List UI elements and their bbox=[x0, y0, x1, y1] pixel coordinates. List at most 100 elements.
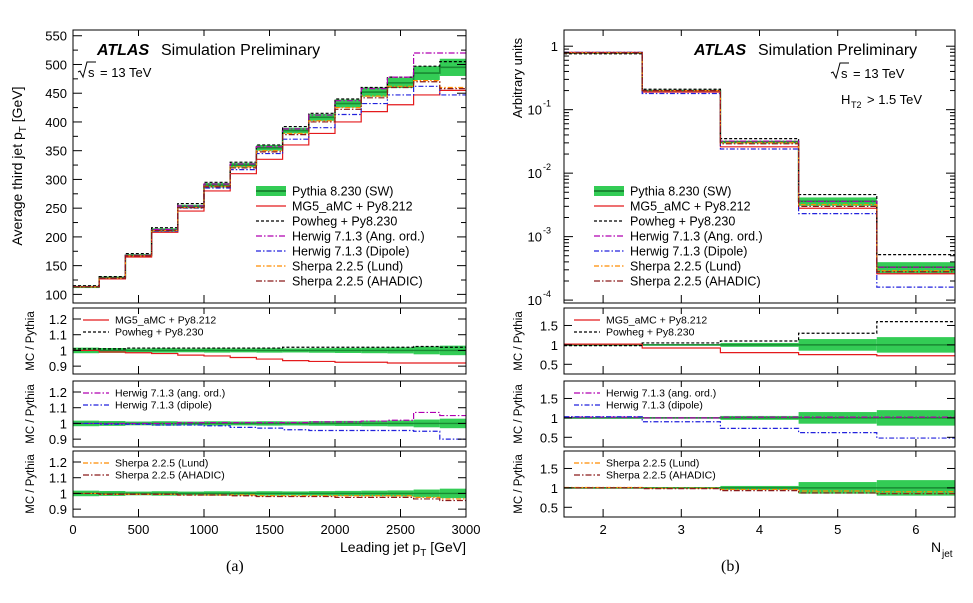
ratio-legend-herwig_ang-label: Herwig 7.1.3 (ang. ord.) bbox=[606, 388, 716, 400]
sqrt-symbol bbox=[77, 61, 96, 79]
ratio-y-axis-label: MC / Pythia bbox=[25, 454, 37, 514]
ratio-y-tick-label: 1.1 bbox=[49, 471, 67, 486]
ratio-y-axis-label: MC / Pythia bbox=[513, 384, 525, 444]
ratio-legend-mg5-label: MG5_aMC + Py8.212 bbox=[606, 315, 707, 327]
x-tick-label: 3000 bbox=[452, 522, 481, 537]
y-tick-exponent: -4 bbox=[543, 289, 551, 299]
y-tick-exponent: -1 bbox=[543, 99, 551, 109]
powheg-ratio-series bbox=[73, 345, 466, 350]
ratio-frame bbox=[563, 307, 956, 375]
mg5-ratio-series bbox=[73, 349, 466, 364]
ratio-legend-sherpa_ahadic-label: Sherpa 2.2.5 (AHADIC) bbox=[115, 470, 225, 482]
sherpa_ahadic-ratio-series bbox=[564, 487, 955, 495]
herwig_dip-ratio-series bbox=[564, 416, 955, 439]
y-tick-label: 300 bbox=[45, 172, 67, 187]
y-tick-label: 10 bbox=[528, 103, 542, 118]
plot-title: Simulation Preliminary bbox=[161, 42, 320, 59]
ratio-y-tick-label: 1 bbox=[551, 338, 558, 353]
ratio-frame bbox=[563, 450, 956, 518]
ratio-y-tick-label: 1.2 bbox=[49, 312, 67, 327]
legend-sherpa_ahadic-label: Sherpa 2.2.5 (AHADIC) bbox=[292, 274, 423, 288]
legend-herwig_ang-label: Herwig 7.1.3 (Ang. ord.) bbox=[630, 229, 763, 243]
legend-mg5-label: MG5_aMC + Py8.212 bbox=[630, 199, 751, 213]
mg5-series bbox=[73, 89, 466, 288]
ratio-y-tick-label: 1.5 bbox=[540, 318, 558, 333]
legend-powheg-label: Powheg + Py8.230 bbox=[292, 214, 397, 228]
y-tick-label: 250 bbox=[45, 201, 67, 216]
sqrt-symbol bbox=[830, 62, 849, 80]
ratio-legend-sherpa_ahadic-label: Sherpa 2.2.5 (AHADIC) bbox=[606, 470, 716, 482]
y-tick-label: 10 bbox=[528, 230, 542, 245]
y-tick-exponent: -3 bbox=[543, 226, 551, 236]
ratio-y-tick-label: 1.5 bbox=[540, 391, 558, 406]
powheg-series bbox=[73, 61, 466, 287]
x-axis-label-b-sub: jet bbox=[941, 549, 953, 560]
x-tick-label: 3 bbox=[678, 522, 685, 537]
x-tick-label: 2500 bbox=[386, 522, 415, 537]
energy-label: = 13 TeV bbox=[853, 66, 905, 81]
x-tick-label: 2 bbox=[599, 522, 606, 537]
ratio-legend-mg5-label: MG5_aMC + Py8.212 bbox=[115, 315, 216, 327]
atlas-label: ATLAS bbox=[693, 42, 746, 59]
powheg-ratio-series bbox=[564, 320, 955, 347]
x-tick-label: 0 bbox=[69, 522, 76, 537]
y-tick-label: 350 bbox=[45, 144, 67, 159]
herwig_dip-series bbox=[564, 51, 955, 288]
ratio-y-axis-label: MC / Pythia bbox=[25, 384, 37, 444]
herwig_dip-ratio-series bbox=[73, 422, 466, 440]
y-tick-label: 10 bbox=[528, 166, 542, 181]
ratio-frame bbox=[72, 380, 467, 448]
ratio-legend-sherpa_lund-label: Sherpa 2.2.5 (Lund) bbox=[115, 458, 208, 470]
x-axis-label-b: N bbox=[931, 539, 941, 555]
x-tick-label: 5 bbox=[834, 522, 841, 537]
ratio-y-tick-label: 1.1 bbox=[49, 328, 67, 343]
y-tick-label: 150 bbox=[45, 259, 67, 274]
herwig_ang-ratio-series bbox=[73, 411, 466, 425]
ratio-legend-powheg-label: Powheg + Py8.230 bbox=[115, 327, 204, 339]
ratio-legend-powheg-label: Powheg + Py8.230 bbox=[606, 327, 695, 339]
x-axis-label-a: Leading jet pT [GeV] bbox=[340, 539, 466, 559]
y-axis-label-b: Arbitrary units bbox=[510, 37, 525, 118]
subfigure-label-a: (a) bbox=[226, 558, 244, 575]
powheg-series bbox=[564, 53, 955, 256]
y-tick-label: 10 bbox=[528, 293, 542, 308]
ratio-frame bbox=[563, 380, 956, 448]
mg5-ratio-series bbox=[564, 343, 955, 357]
ratio-y-tick-label: 1.2 bbox=[49, 385, 67, 400]
sherpa_ahadic-ratio-series bbox=[73, 492, 466, 502]
subfigure-label-b: (b) bbox=[721, 558, 740, 575]
y-tick-label: 100 bbox=[45, 287, 67, 302]
y-tick-label: 1 bbox=[551, 39, 558, 54]
ratio-y-tick-label: 0.5 bbox=[540, 430, 558, 445]
ratio-y-tick-label: 0.9 bbox=[49, 359, 67, 374]
ratio-legend-sherpa_lund-label: Sherpa 2.2.5 (Lund) bbox=[606, 458, 699, 470]
x-tick-label: 6 bbox=[912, 522, 919, 537]
legend-pythia-label: Pythia 8.230 (SW) bbox=[292, 184, 393, 198]
sherpa_ahadic-series bbox=[73, 81, 466, 288]
ratio-y-tick-label: 0.5 bbox=[540, 500, 558, 515]
cut-label: > 1.5 TeV bbox=[867, 92, 922, 107]
plot-title: Simulation Preliminary bbox=[758, 42, 917, 59]
ratio-legend-herwig_dip-label: Herwig 7.1.3 (dipole) bbox=[115, 400, 212, 412]
y-tick-label: 500 bbox=[45, 57, 67, 72]
legend-herwig_dip-label: Herwig 7.1.3 (Dipole) bbox=[292, 244, 409, 258]
y-tick-label: 400 bbox=[45, 115, 67, 130]
ratio-y-tick-label: 0.5 bbox=[540, 357, 558, 372]
ratio-y-tick-label: 1 bbox=[60, 486, 67, 501]
y-axis-label-a: Average third jet pT [GeV] bbox=[9, 86, 29, 245]
legend-herwig_ang-label: Herwig 7.1.3 (Ang. ord.) bbox=[292, 229, 425, 243]
cut-label-main: H bbox=[841, 92, 850, 107]
ratio-legend-herwig_dip-label: Herwig 7.1.3 (dipole) bbox=[606, 400, 703, 412]
legend-pythia-label: Pythia 8.230 (SW) bbox=[630, 184, 731, 198]
ratio-y-tick-label: 1 bbox=[60, 416, 67, 431]
ratio-y-tick-label: 1.2 bbox=[49, 455, 67, 470]
ratio-y-axis-label: MC / Pythia bbox=[25, 311, 37, 371]
ratio-y-tick-label: 1.5 bbox=[540, 461, 558, 476]
y-tick-exponent: -2 bbox=[543, 162, 551, 172]
energy-label-root: s bbox=[88, 65, 95, 80]
atlas-label: ATLAS bbox=[96, 42, 149, 59]
energy-label-root: s bbox=[841, 66, 848, 81]
x-tick-label: 4 bbox=[756, 522, 763, 537]
ratio-y-tick-label: 1 bbox=[551, 481, 558, 496]
x-tick-label: 1500 bbox=[255, 522, 284, 537]
